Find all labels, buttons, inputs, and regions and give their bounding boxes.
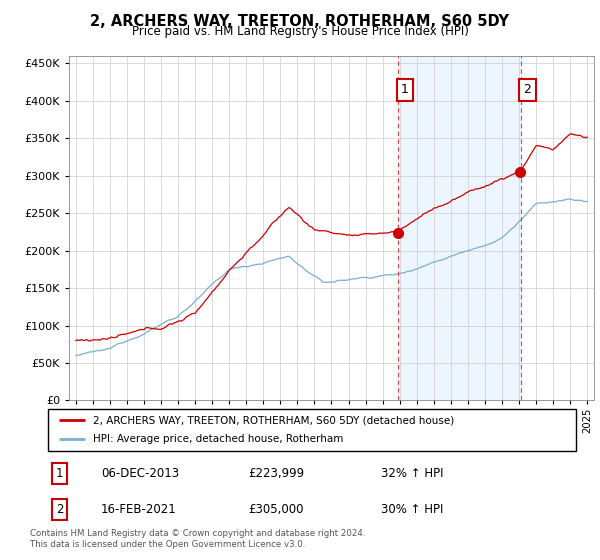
Text: 1: 1: [56, 466, 64, 480]
Text: 32% ↑ HPI: 32% ↑ HPI: [380, 466, 443, 480]
Text: 2: 2: [56, 503, 64, 516]
Text: Contains HM Land Registry data © Crown copyright and database right 2024.
This d: Contains HM Land Registry data © Crown c…: [30, 529, 365, 549]
Text: 1: 1: [401, 83, 409, 96]
Text: 2: 2: [524, 83, 532, 96]
Text: £223,999: £223,999: [248, 466, 305, 480]
FancyBboxPatch shape: [48, 409, 576, 451]
Text: 06-DEC-2013: 06-DEC-2013: [101, 466, 179, 480]
Text: 2, ARCHERS WAY, TREETON, ROTHERHAM, S60 5DY: 2, ARCHERS WAY, TREETON, ROTHERHAM, S60 …: [91, 14, 509, 29]
Text: Price paid vs. HM Land Registry's House Price Index (HPI): Price paid vs. HM Land Registry's House …: [131, 25, 469, 38]
Bar: [398, 56, 521, 400]
Text: 2, ARCHERS WAY, TREETON, ROTHERHAM, S60 5DY (detached house): 2, ARCHERS WAY, TREETON, ROTHERHAM, S60 …: [93, 415, 454, 425]
Text: £305,000: £305,000: [248, 503, 304, 516]
Text: HPI: Average price, detached house, Rotherham: HPI: Average price, detached house, Roth…: [93, 435, 343, 445]
Text: 16-FEB-2021: 16-FEB-2021: [101, 503, 176, 516]
Text: 30% ↑ HPI: 30% ↑ HPI: [380, 503, 443, 516]
